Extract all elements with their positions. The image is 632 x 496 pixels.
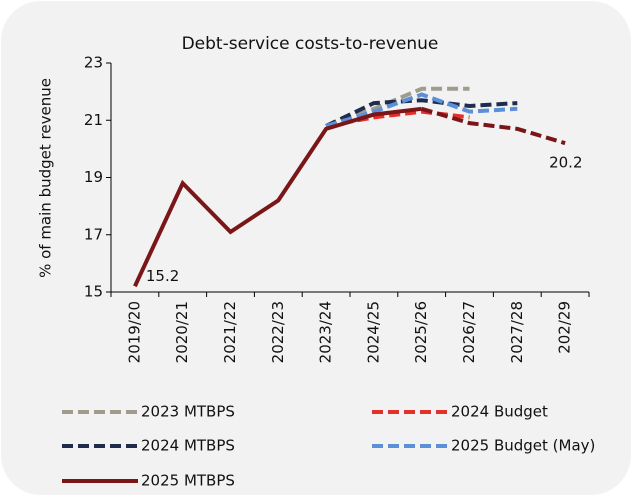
series-line — [325, 92, 518, 128]
x-tick-label: 2027/28 — [508, 301, 526, 363]
x-tick-label: 202/29 — [556, 301, 574, 354]
x-tick-label: 2019/20 — [125, 301, 143, 363]
x-tick-label: 2020/21 — [173, 301, 191, 363]
y-tick-label: 21 — [84, 111, 103, 129]
y-tick-label: 23 — [84, 54, 103, 72]
chart-title: Debt-service costs-to-revenue — [182, 34, 439, 54]
legend-label: 2025 Budget (May) — [451, 437, 595, 455]
x-tick-label: 2025/26 — [412, 301, 430, 363]
series-line — [325, 98, 518, 128]
y-tick-label: 15 — [84, 283, 103, 301]
data-label: 20.2 — [549, 154, 582, 172]
x-tick-label: 2023/24 — [317, 301, 335, 363]
legend-label: 2025 MTBPS — [141, 472, 235, 490]
legend-label: 2024 MTBPS — [141, 437, 235, 455]
x-tick-label: 2024/25 — [364, 301, 382, 363]
x-tick-label: 2022/23 — [269, 301, 287, 363]
legend-label: 2024 Budget — [451, 403, 548, 421]
series-line — [133, 106, 422, 288]
series-line — [421, 106, 566, 146]
data-label: 15.2 — [146, 267, 179, 285]
y-tick-label: 19 — [84, 168, 103, 186]
y-axis-label: % of main budget revenue — [37, 78, 55, 278]
legend-label: 2023 MTBPS — [141, 403, 235, 421]
x-tick-label: 2021/22 — [221, 301, 239, 363]
x-tick-label: 2026/27 — [460, 301, 478, 363]
y-tick-label: 17 — [84, 225, 103, 243]
